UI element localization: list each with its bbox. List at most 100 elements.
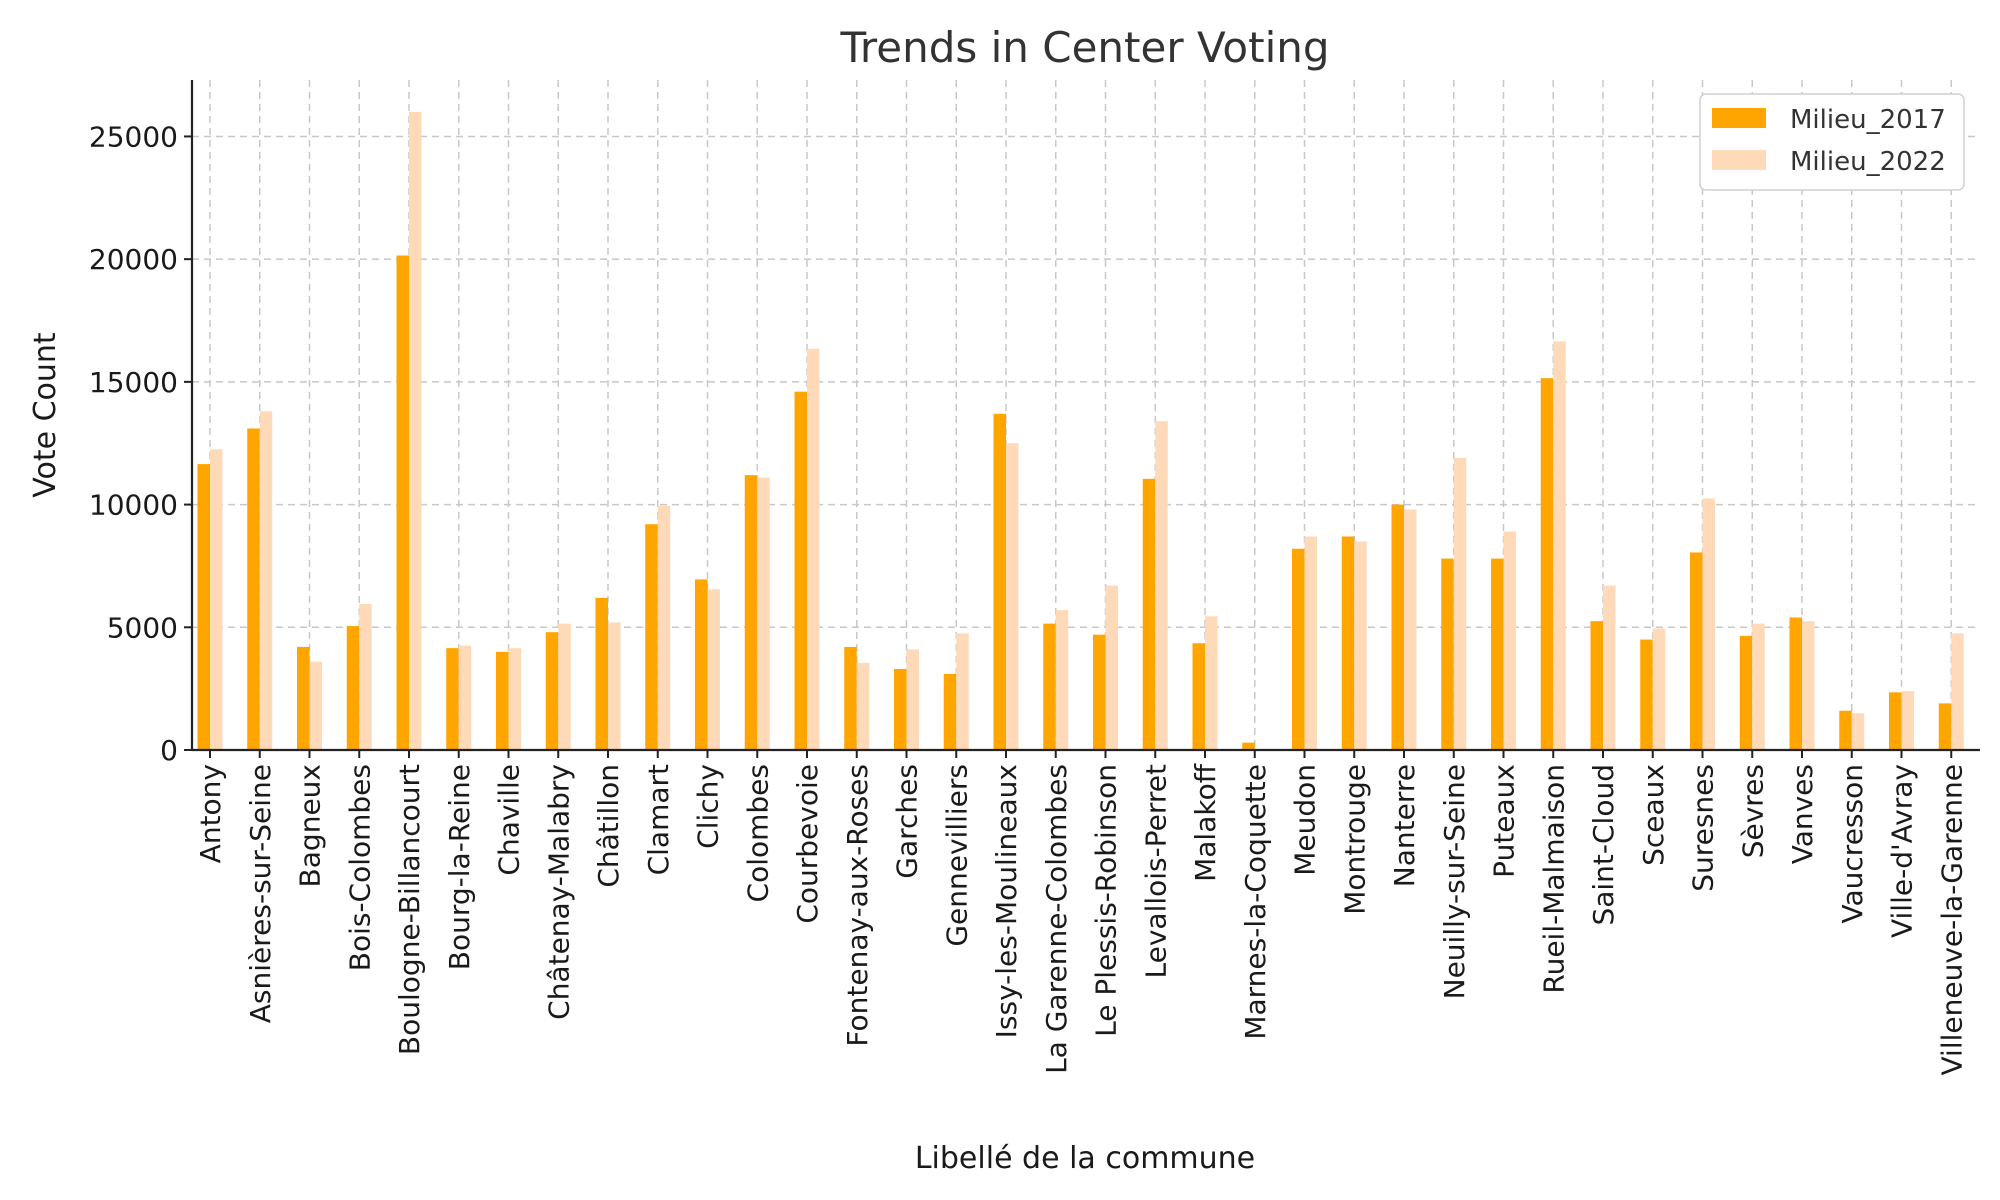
y-tick-label: 20000	[89, 243, 178, 276]
bar-milieu-2017-puteaux	[1491, 558, 1504, 750]
y-tick-label: 10000	[89, 489, 178, 522]
y-tick-label: 0	[160, 734, 178, 767]
bar-milieu-2022-saint-cloud	[1603, 585, 1616, 750]
x-tick-label-ville-d-avray: Ville-d'Avray	[1886, 764, 1919, 938]
bar-milieu-2022-meudon	[1304, 536, 1317, 750]
x-tick-label-le-plessis-robinson: Le Plessis-Robinson	[1090, 764, 1123, 1037]
bar-milieu-2022-bois-colombes	[359, 603, 372, 750]
x-tick-label-fontenay-aux-roses: Fontenay-aux-Roses	[841, 764, 874, 1047]
x-tick-label-rueil-malmaison: Rueil-Malmaison	[1537, 764, 1570, 994]
x-tick-label-asnieres-sur-seine: Asnières-sur-Seine	[244, 764, 277, 1023]
bar-milieu-2022-clamart	[657, 505, 671, 750]
x-tick-label-suresnes: Suresnes	[1687, 764, 1720, 892]
bar-milieu-2017-villeneuve-la-garenne	[1938, 703, 1952, 750]
x-tick-label-levallois-perret: Levallois-Perret	[1139, 764, 1172, 978]
x-tick-label-puteaux: Puteaux	[1488, 764, 1521, 878]
legend: Milieu_2017 Milieu_2022	[1699, 93, 1965, 191]
bar-milieu-2017-le-plessis-robinson	[1093, 634, 1106, 750]
x-tick-label-malakoff: Malakoff	[1189, 763, 1222, 882]
bar-milieu-2017-nanterre	[1391, 504, 1404, 750]
bar-milieu-2022-sceaux	[1652, 628, 1666, 750]
bar-milieu-2017-asnieres-sur-seine	[247, 428, 260, 750]
legend-swatch-milieu-2022	[1712, 150, 1766, 170]
x-tick-label-montrouge: Montrouge	[1338, 764, 1371, 915]
bar-milieu-2017-gennevilliers	[943, 673, 957, 750]
x-tick-label-marnes-la-coquette: Marnes-la-Coquette	[1239, 764, 1272, 1040]
chart-title: Trends in Center Voting	[839, 23, 1329, 72]
x-tick-label-vanves: Vanves	[1786, 764, 1819, 864]
x-tick-label-clamart: Clamart	[642, 764, 675, 875]
x-tick-label-vaucresson: Vaucresson	[1836, 764, 1869, 923]
bar-milieu-2017-clamart	[645, 524, 658, 750]
bar-milieu-2022-levallois-perret	[1155, 421, 1168, 750]
x-tick-label-chatenay-malabry: Châtenay-Malabry	[542, 764, 575, 1020]
bar-milieu-2017-meudon	[1292, 548, 1305, 750]
tick-labels: 0 5000 10000 15000 20000 25000 Antony Asnières-…	[89, 120, 1968, 1075]
bar-milieu-2022-gennevilliers	[956, 633, 969, 750]
x-tick-label-boulogne-billancourt: Boulogne-Billancourt	[393, 764, 426, 1055]
y-tick-label: 15000	[89, 366, 178, 399]
y-tick-label: 25000	[89, 120, 178, 153]
bar-milieu-2017-fontenay-aux-roses	[844, 646, 857, 750]
bar-milieu-2022-sevres	[1752, 623, 1765, 750]
bar-milieu-2022-chatenay-malabry	[558, 623, 571, 750]
bar-milieu-2017-clichy	[695, 579, 708, 750]
bar-milieu-2022-la-garenne-colombes	[1055, 610, 1069, 750]
bar-milieu-2022-colombes	[757, 477, 770, 750]
legend-label-milieu-2017: Milieu_2017	[1790, 105, 1946, 135]
bar-milieu-2017-rueil-malmaison	[1540, 378, 1554, 750]
x-tick-label-meudon: Meudon	[1289, 764, 1322, 876]
bar-milieu-2017-chatenay-malabry	[545, 632, 559, 750]
bar-milieu-2022-antony	[210, 449, 223, 750]
bar-milieu-2022-vanves	[1802, 621, 1815, 750]
bar-milieu-2017-saint-cloud	[1590, 621, 1603, 750]
x-tick-label-la-garenne-colombes: La Garenne-Colombes	[1040, 764, 1073, 1074]
x-tick-label-villeneuve-la-garenne: Villeneuve-la-Garenne	[1935, 764, 1968, 1076]
bar-milieu-2017-antony	[197, 464, 210, 750]
bar-milieu-2022-chaville	[508, 648, 521, 750]
bar-milieu-2017-marnes-la-coquette	[1242, 742, 1255, 750]
bar-milieu-2017-montrouge	[1341, 536, 1355, 750]
bar-milieu-2022-neuilly-sur-seine	[1453, 457, 1467, 750]
x-tick-label-bagneux: Bagneux	[294, 764, 327, 887]
bar-milieu-2017-chatillon	[595, 597, 608, 750]
bar-milieu-2022-vaucresson	[1851, 713, 1865, 750]
bar-milieu-2017-suresnes	[1690, 552, 1703, 750]
bar-milieu-2022-garches	[906, 649, 919, 750]
bar-milieu-2022-fontenay-aux-roses	[856, 662, 870, 750]
bar-milieu-2017-bourg-la-reine	[446, 648, 459, 750]
x-tick-label-courbevoie: Courbevoie	[791, 764, 824, 924]
bar-milieu-2022-malakoff	[1205, 616, 1218, 750]
bar-milieu-2017-courbevoie	[794, 391, 807, 750]
bar-milieu-2022-puteaux	[1503, 531, 1516, 750]
bar-milieu-2022-bourg-la-reine	[458, 645, 472, 750]
bar-milieu-2017-malakoff	[1192, 643, 1205, 750]
bar-milieu-2017-neuilly-sur-seine	[1441, 558, 1454, 750]
axes	[184, 80, 1980, 758]
bar-milieu-2022-clichy	[707, 589, 720, 750]
x-tick-label-sceaux: Sceaux	[1637, 764, 1670, 866]
bar-milieu-2022-courbevoie	[807, 348, 820, 750]
x-tick-label-sevres: Sèvres	[1736, 764, 1769, 858]
bar-milieu-2022-villeneuve-la-garenne	[1951, 633, 1964, 750]
bar-milieu-2022-bagneux	[309, 661, 322, 750]
bar-milieu-2022-boulogne-billancourt	[409, 111, 422, 750]
x-axis-label: Libellé de la commune	[915, 1141, 1255, 1176]
bar-milieu-2017-sceaux	[1640, 639, 1653, 750]
bar-milieu-2017-garches	[894, 669, 907, 750]
x-tick-label-nanterre: Nanterre	[1388, 764, 1421, 887]
bar-milieu-2017-sevres	[1739, 635, 1753, 750]
bar-milieu-2022-asnieres-sur-seine	[259, 411, 273, 750]
x-tick-label-bois-colombes: Bois-Colombes	[343, 764, 376, 971]
bar-milieu-2017-la-garenne-colombes	[1043, 623, 1056, 750]
x-tick-label-saint-cloud: Saint-Cloud	[1587, 764, 1620, 926]
bar-milieu-2017-ville-d-avray	[1889, 692, 1902, 750]
bar-milieu-2022-rueil-malmaison	[1553, 341, 1566, 750]
bar-milieu-2017-bois-colombes	[346, 626, 360, 750]
bar-milieu-2017-vaucresson	[1839, 710, 1852, 750]
bar-milieu-2022-ville-d-avray	[1901, 691, 1914, 750]
x-tick-label-gennevilliers: Gennevilliers	[940, 764, 973, 947]
x-tick-label-colombes: Colombes	[741, 764, 774, 902]
